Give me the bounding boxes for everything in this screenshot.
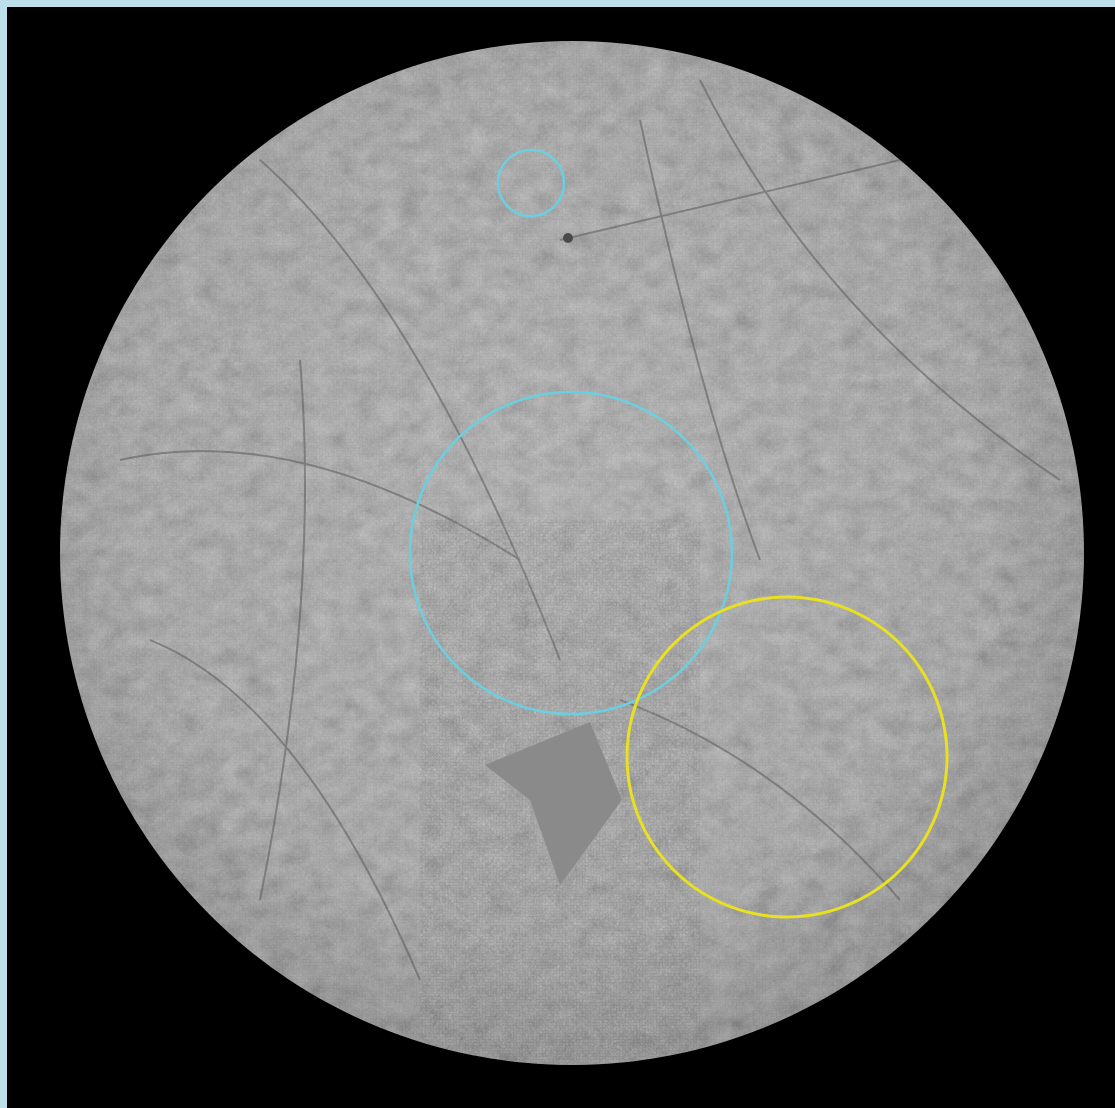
surface-detail xyxy=(60,41,1084,1065)
highlight-circle xyxy=(496,148,566,218)
moon xyxy=(60,41,1084,1065)
highlight-circle xyxy=(408,390,734,716)
crater xyxy=(563,233,573,243)
lineae xyxy=(119,79,1061,981)
highlight-circle xyxy=(625,595,949,919)
data-gap xyxy=(485,722,622,885)
